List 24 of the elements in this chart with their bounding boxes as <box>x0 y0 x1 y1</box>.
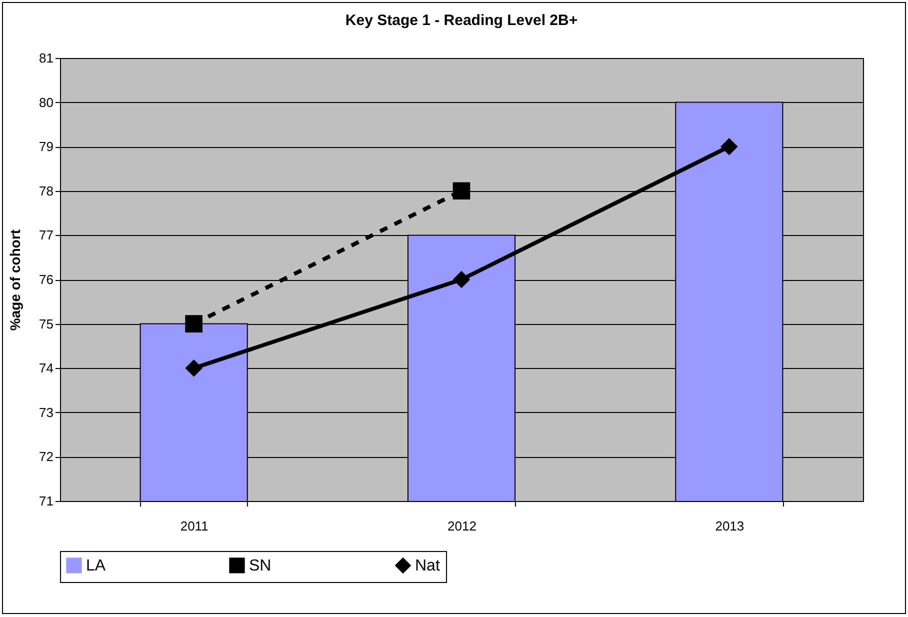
y-tick-label: 73 <box>39 404 54 420</box>
y-tick-label: 77 <box>39 228 54 243</box>
point <box>185 359 202 377</box>
y-tick-label: 74 <box>39 360 54 376</box>
chart-title: Key Stage 1 - Reading Level 2B+ <box>345 12 578 29</box>
legend-label: Nat <box>415 557 440 574</box>
y-tick-label: 76 <box>39 272 54 287</box>
y-tick-label: 75 <box>39 316 54 332</box>
legend-label: LA <box>86 557 106 574</box>
y-axis-title: %age of cohort <box>7 229 24 331</box>
x-tick-label: 2011 <box>180 518 208 534</box>
y-tick-label: 71 <box>39 494 54 508</box>
point <box>452 270 470 288</box>
y-tick-label: 72 <box>39 449 54 464</box>
point <box>720 138 738 156</box>
x-tick-label: 2013 <box>715 518 744 534</box>
y-tick-label: 80 <box>39 94 54 110</box>
legend-label: SN <box>249 557 272 574</box>
y-tick-label: 79 <box>39 139 54 154</box>
point <box>452 182 470 200</box>
point <box>185 315 202 332</box>
y-tick-label: 78 <box>39 183 54 198</box>
x-tick-label: 2012 <box>448 518 476 534</box>
y-tick-label: 81 <box>39 50 54 66</box>
